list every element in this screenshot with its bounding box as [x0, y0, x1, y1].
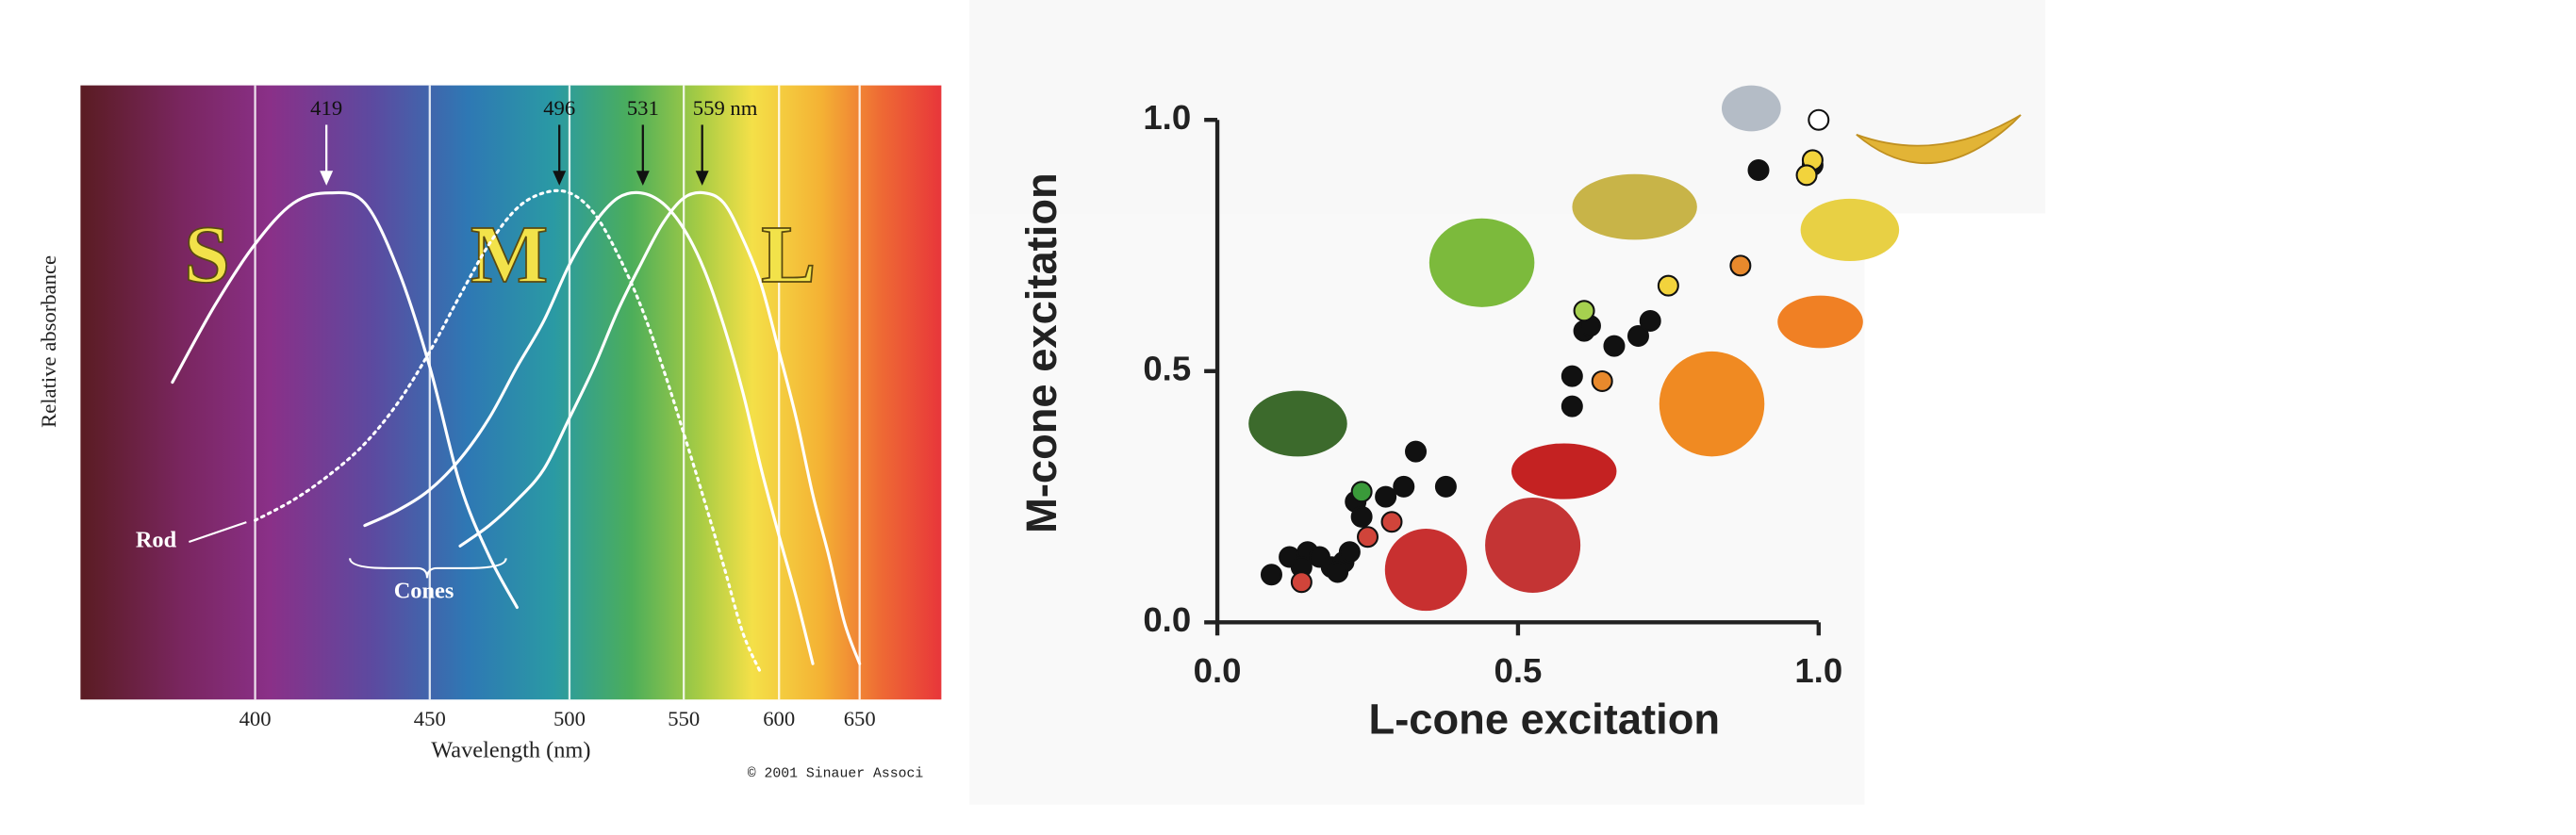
x-tick-label: 0.5 — [1494, 651, 1542, 690]
lemon — [1800, 198, 1900, 262]
x-tick-label: 550 — [668, 707, 700, 730]
point — [1591, 369, 1613, 392]
point — [1327, 561, 1349, 583]
pear — [1572, 173, 1697, 240]
tomato — [1485, 497, 1581, 593]
orange — [1659, 351, 1765, 457]
point — [1560, 395, 1583, 418]
point — [1290, 571, 1313, 594]
x-tick-label: 0.0 — [1194, 651, 1242, 690]
peak-label: 419 — [310, 96, 342, 120]
point — [1380, 511, 1403, 533]
peak-label: 531 — [627, 96, 659, 120]
point — [1338, 541, 1361, 564]
credit: © 2001 Sinauer Associ — [748, 767, 924, 782]
point — [1350, 481, 1373, 503]
x-tick-label: 500 — [553, 707, 586, 730]
green-pepper — [1248, 390, 1347, 457]
series-label: Rod — [136, 528, 177, 553]
rod-leader — [189, 521, 247, 543]
x-tick-label: 650 — [844, 707, 876, 730]
y-axis-label: Relative absorbance — [37, 255, 60, 428]
tomato — [1384, 529, 1467, 612]
point — [1657, 274, 1679, 297]
x-tick-label: 1.0 — [1794, 651, 1842, 690]
cones-brace — [349, 558, 507, 579]
curve — [171, 190, 519, 610]
point — [1808, 108, 1830, 131]
apple — [1428, 218, 1535, 307]
spectrum-background — [80, 85, 942, 700]
x-axis-label: L-cone excitation — [1369, 696, 1721, 744]
peak-arrowhead — [695, 171, 709, 186]
y-tick-label: 1.0 — [1143, 98, 1191, 137]
series-label: L — [761, 208, 816, 300]
point — [1405, 440, 1428, 463]
point — [1747, 159, 1770, 182]
series-label: S — [184, 208, 229, 300]
point — [1639, 309, 1661, 332]
y-axis-label: M-cone excitation — [1017, 172, 1065, 533]
series-label: M — [471, 208, 548, 300]
brace-label: Cones — [394, 579, 454, 604]
peak-arrowhead — [553, 171, 567, 186]
x-tick-label: 600 — [763, 707, 795, 730]
point — [1357, 526, 1379, 548]
y-tick-label: 0.5 — [1143, 349, 1191, 387]
point — [1627, 324, 1649, 347]
x-axis-label: Wavelength (nm) — [431, 738, 590, 763]
peak-arrowhead — [320, 171, 334, 186]
point — [1393, 475, 1415, 498]
y-tick-label: 0.0 — [1143, 600, 1191, 639]
red-pepper — [1511, 443, 1617, 499]
x-tick-label: 400 — [239, 707, 272, 730]
point — [1603, 335, 1626, 357]
peak-label: 559 nm — [693, 96, 758, 120]
fruit-images — [1248, 85, 2022, 612]
point — [1573, 300, 1595, 322]
x-tick-label: 450 — [414, 707, 446, 730]
panel-shade — [968, 0, 2046, 214]
point — [1560, 365, 1583, 387]
curve — [254, 188, 763, 676]
mouse — [1721, 85, 1781, 132]
point — [1375, 485, 1397, 508]
point — [1260, 564, 1282, 586]
peak-label: 496 — [543, 96, 575, 120]
point — [1729, 254, 1752, 277]
point — [1350, 505, 1373, 528]
curve — [363, 190, 815, 665]
point — [1434, 475, 1457, 498]
curve — [458, 190, 862, 665]
orange-pepper — [1777, 295, 1863, 349]
point — [1795, 164, 1818, 187]
banana — [1856, 114, 2022, 165]
peak-arrowhead — [636, 171, 650, 186]
panel-shade — [968, 213, 1865, 805]
